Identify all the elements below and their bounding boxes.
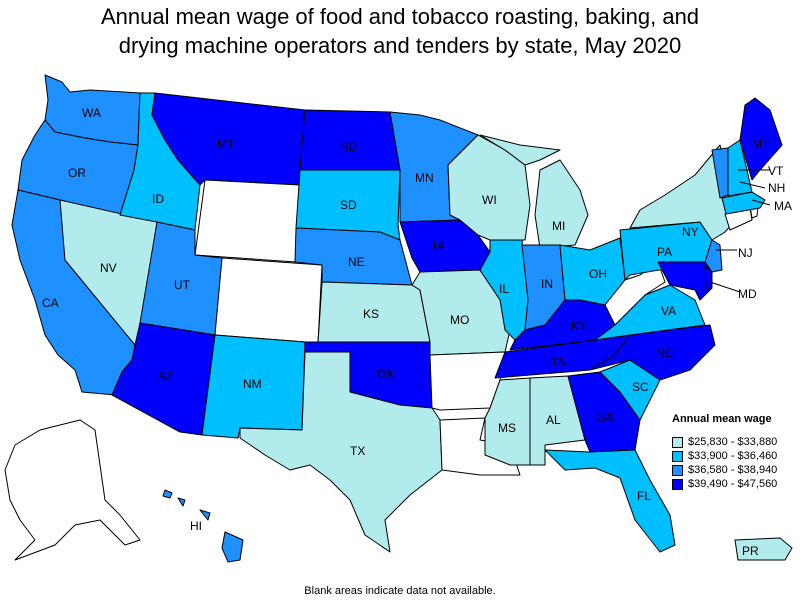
- label-VT: VT: [768, 164, 784, 178]
- map-title: Annual mean wage of food and tobacco roa…: [0, 2, 800, 60]
- label-VA: VA: [661, 304, 676, 318]
- legend-label-4: $39,490 - $47,560: [688, 478, 778, 490]
- label-MO: MO: [450, 313, 469, 327]
- state-WV[interactable]: [604, 261, 666, 326]
- legend-item-3: $36,580 - $38,940: [672, 463, 797, 477]
- label-SD: SD: [340, 198, 357, 212]
- label-NM: NM: [243, 377, 262, 391]
- label-ND: ND: [340, 140, 358, 154]
- label-PR: PR: [742, 544, 759, 558]
- label-WA: WA: [82, 106, 101, 120]
- label-TX: TX: [350, 444, 365, 458]
- legend-label-1: $25,830 - $33,880: [688, 436, 778, 448]
- label-TN: TN: [551, 355, 567, 369]
- legend-item-2: $33,900 - $36,460: [672, 449, 797, 463]
- state-HI[interactable]: [162, 489, 244, 563]
- legend-swatch-4: [672, 478, 683, 490]
- label-NH: NH: [768, 181, 785, 195]
- state-SC[interactable]: [599, 359, 661, 421]
- label-PA: PA: [657, 245, 672, 259]
- title-line-2: drying machine operators and tenders by …: [118, 33, 682, 58]
- label-OH: OH: [589, 267, 607, 281]
- label-IA: IA: [433, 239, 444, 253]
- state-KY[interactable]: [509, 299, 616, 351]
- legend-item-4: $39,490 - $47,560: [672, 477, 797, 491]
- label-OK: OK: [377, 367, 394, 381]
- label-MT: MT: [217, 137, 235, 151]
- label-ME: ME: [752, 137, 770, 151]
- label-MI: MI: [552, 219, 565, 233]
- legend-label-3: $36,580 - $38,940: [688, 464, 778, 476]
- label-NE: NE: [348, 255, 365, 269]
- title-line-1: Annual mean wage of food and tobacco roa…: [100, 4, 700, 29]
- state-ME[interactable]: [739, 97, 783, 181]
- label-FL: FL: [637, 489, 651, 503]
- legend-label-2: $33,900 - $36,460: [688, 450, 778, 462]
- label-AL: AL: [546, 413, 561, 427]
- label-MN: MN: [415, 171, 434, 185]
- state-TX[interactable]: [239, 351, 443, 553]
- label-SC: SC: [632, 380, 649, 394]
- legend-title: Annual mean wage: [672, 413, 772, 425]
- label-MD: MD: [738, 287, 757, 301]
- state-NJ[interactable]: [704, 239, 723, 273]
- label-ID: ID: [152, 192, 164, 206]
- legend: Annual mean wage $25,830 - $33,880 $33,9…: [672, 413, 797, 491]
- label-IL: IL: [499, 282, 509, 296]
- state-AK[interactable]: [4, 419, 141, 561]
- label-IN: IN: [541, 277, 553, 291]
- legend-swatch-1: [672, 436, 683, 448]
- label-CA: CA: [42, 296, 59, 310]
- callout-lines: [709, 169, 771, 293]
- label-HI: HI: [190, 519, 202, 533]
- state-CO[interactable]: [214, 257, 323, 344]
- label-MS: MS: [498, 421, 516, 435]
- label-NJ: NJ: [738, 246, 753, 260]
- state-WY[interactable]: [194, 179, 301, 263]
- state-FL[interactable]: [544, 449, 676, 553]
- label-NV: NV: [100, 261, 117, 275]
- legend-item-1: $25,830 - $33,880: [672, 435, 797, 449]
- label-OR: OR: [68, 166, 86, 180]
- label-GA: GA: [596, 410, 613, 424]
- label-WI: WI: [482, 193, 497, 207]
- state-MI[interactable]: [479, 134, 589, 249]
- state-NH[interactable]: [727, 139, 753, 197]
- label-NC: NC: [656, 346, 674, 360]
- state-labels: WA OR CA NV ID MT UT AZ NM ND SD NE KS O…: [42, 106, 792, 558]
- state-MO[interactable]: [411, 269, 511, 356]
- label-MA: MA: [774, 199, 792, 213]
- footnote: Blank areas indicate data not available.: [304, 585, 496, 597]
- label-NY: NY: [682, 225, 699, 239]
- label-AZ: AZ: [158, 369, 173, 383]
- legend-swatch-2: [672, 450, 683, 462]
- state-MD[interactable]: [657, 261, 713, 301]
- state-PR[interactable]: [734, 537, 793, 561]
- label-UT: UT: [174, 278, 191, 292]
- legend-swatch-3: [672, 464, 683, 476]
- label-KY: KY: [571, 319, 587, 333]
- label-KS: KS: [363, 307, 379, 321]
